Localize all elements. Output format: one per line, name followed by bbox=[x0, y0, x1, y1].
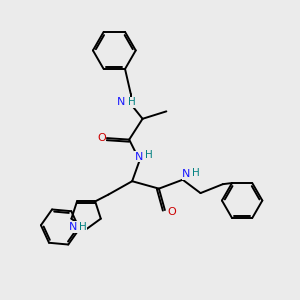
Text: H: H bbox=[192, 168, 200, 178]
Text: H: H bbox=[79, 222, 87, 232]
Text: N: N bbox=[182, 169, 190, 179]
Text: N: N bbox=[135, 152, 143, 162]
Text: H: H bbox=[145, 150, 153, 160]
Text: O: O bbox=[167, 206, 176, 217]
Text: N: N bbox=[117, 98, 125, 107]
Text: H: H bbox=[128, 98, 136, 107]
Text: N: N bbox=[69, 222, 77, 232]
Text: O: O bbox=[97, 133, 106, 143]
